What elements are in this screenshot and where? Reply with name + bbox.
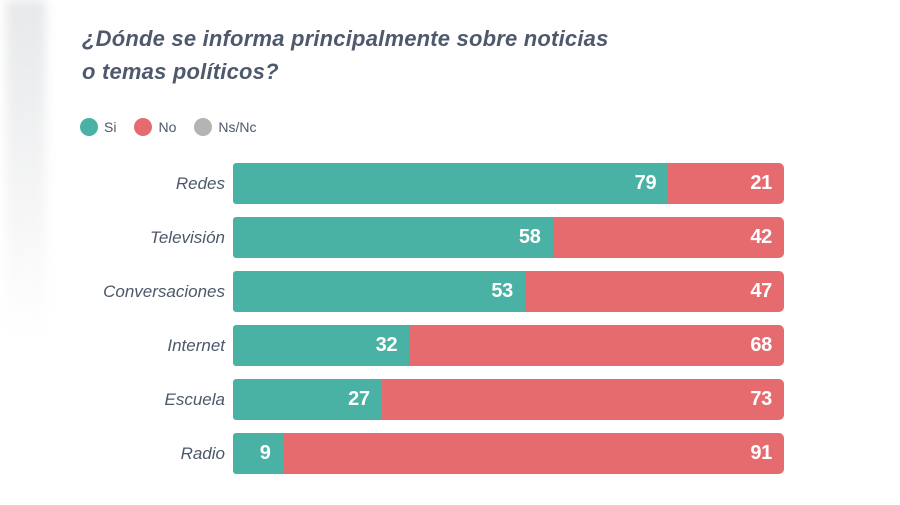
category-label: Redes — [175, 173, 225, 193]
stacked-bar: 53 47 — [233, 271, 784, 312]
value-label-si: 9 — [259, 442, 271, 464]
bar-segment-si: 53 — [233, 271, 526, 312]
value-label-no: 47 — [750, 280, 772, 302]
value-label-no: 68 — [750, 334, 772, 356]
bar-segment-no: 73 — [381, 379, 784, 420]
legend-label-no: No — [158, 119, 177, 135]
value-label-si: 53 — [491, 280, 514, 302]
bar-segment-no: 47 — [525, 271, 784, 312]
stacked-bar: 32 68 — [233, 325, 784, 366]
value-label-si: 32 — [375, 334, 398, 356]
bar-segment-no: 91 — [282, 433, 784, 474]
bar-segment-si: 79 — [233, 163, 669, 204]
legend-swatch-nsnc-icon — [194, 118, 213, 136]
legend-item-no: No — [134, 118, 176, 136]
value-label-si: 58 — [518, 226, 541, 248]
bar-row-television: Televisión 58 42 — [0, 217, 900, 258]
category-label: Televisión — [150, 227, 225, 247]
bar-chart: Redes 79 21 Televisión 58 42 — [0, 163, 900, 487]
chart-title-line-1: ¿Dónde se informa principalmente sobre n… — [82, 26, 609, 51]
legend-item-nsnc: Ns/Nc — [194, 118, 256, 136]
bar-segment-si: 32 — [233, 325, 410, 366]
category-label: Conversaciones — [103, 281, 225, 301]
category-label: Escuela — [164, 389, 225, 409]
value-label-no: 91 — [750, 442, 772, 464]
legend-item-si: Si — [80, 118, 116, 136]
category-label: Radio — [180, 443, 225, 463]
bar-segment-no: 42 — [552, 217, 784, 258]
stacked-bar: 58 42 — [233, 217, 784, 258]
bar-row-radio: Radio 9 91 — [0, 433, 900, 474]
stacked-bar: 9 91 — [233, 433, 784, 474]
value-label-no: 42 — [750, 226, 772, 248]
bar-segment-si: 58 — [233, 217, 553, 258]
legend-label-si: Si — [104, 119, 117, 135]
legend-swatch-no-icon — [134, 118, 153, 136]
legend-label-nsnc: Ns/Nc — [218, 119, 257, 135]
value-label-si: 27 — [348, 388, 370, 410]
chart-title-line-2: o temas políticos? — [82, 59, 279, 84]
bar-row-redes: Redes 79 21 — [0, 163, 900, 204]
bar-row-conversaciones: Conversaciones 53 47 — [0, 271, 900, 312]
stacked-bar: 27 73 — [233, 379, 784, 420]
stacked-bar: 79 21 — [233, 163, 784, 204]
legend: Si No Ns/Nc — [80, 118, 256, 136]
value-label-no: 73 — [750, 388, 772, 410]
chart-title: ¿Dónde se informa principalmente sobre n… — [82, 22, 609, 88]
value-label-no: 21 — [750, 172, 772, 194]
legend-swatch-si-icon — [80, 118, 98, 136]
value-label-si: 79 — [634, 172, 657, 194]
bar-segment-si: 27 — [233, 379, 382, 420]
bar-segment-si: 9 — [233, 433, 283, 474]
bar-row-escuela: Escuela 27 73 — [0, 379, 900, 420]
bar-segment-no: 68 — [409, 325, 784, 366]
category-label: Internet — [167, 335, 225, 355]
bar-row-internet: Internet 32 68 — [0, 325, 900, 366]
bar-segment-no: 21 — [668, 163, 784, 204]
